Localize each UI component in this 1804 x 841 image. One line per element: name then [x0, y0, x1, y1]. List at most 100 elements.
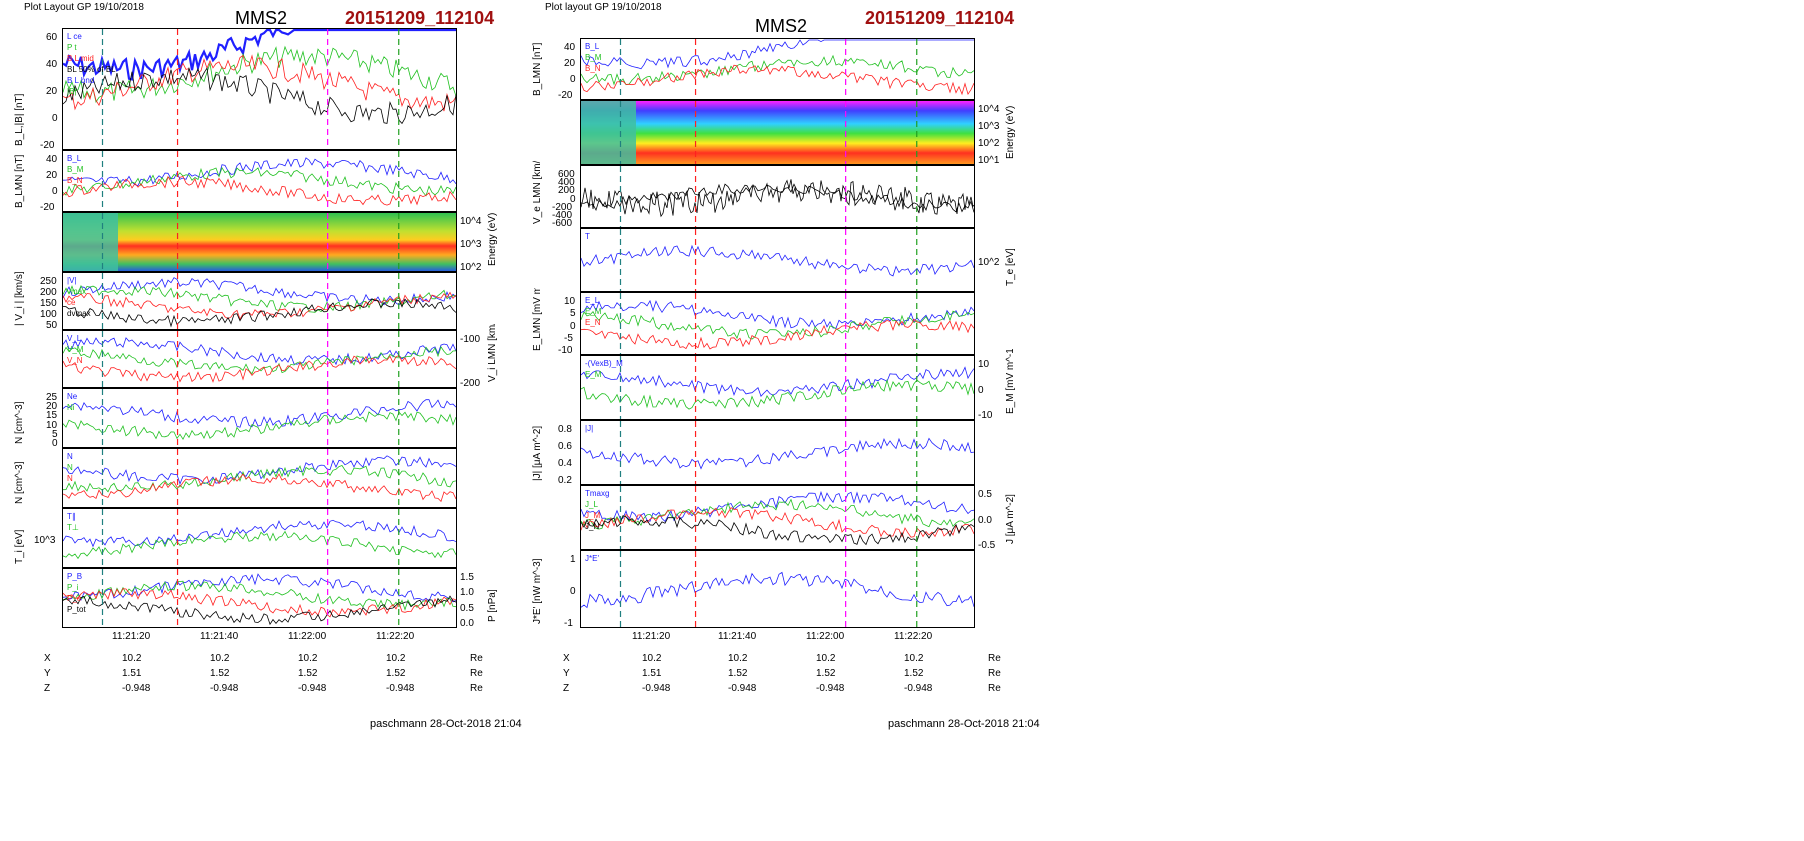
coord-label: Z [44, 683, 51, 694]
coord-value: -0.948 [728, 683, 757, 694]
left-panel-1: L ce P t B L mid BL 50% of BL B L bnd |B| [62, 28, 457, 150]
xtick-label: 11:22:20 [376, 631, 415, 642]
left-panel-6-ytick: 20 [46, 401, 58, 413]
right-footer: paschmann 28-Oct-2018 21:04 [888, 718, 1040, 730]
left-panel-9-ytick: 0.0 [460, 618, 474, 629]
left-panel-5-series-1 [63, 337, 456, 366]
right-panel-9-ytick: 1 [570, 554, 576, 565]
coord-label: X [563, 653, 570, 664]
left-panel-5-ytick: -100 [460, 334, 481, 345]
left-panel-2-ylabel: B_LMN [nT] [14, 154, 25, 208]
right-panel-1-ytick: 20 [564, 58, 576, 69]
coord-value: 10.2 [386, 653, 406, 664]
left-panel-5-ylabel: V_i LMN [km/s] [487, 324, 498, 382]
right-panel-9-ytick: -1 [564, 618, 573, 629]
right-panel-2-ytick: 10^3 [978, 121, 1000, 132]
right-panel-1-series-2 [581, 54, 974, 86]
xtick-label: 11:22:00 [806, 631, 845, 642]
xtick-label: 11:21:40 [718, 631, 757, 642]
legend-entry: T [585, 232, 590, 241]
legend-entry: V_N [67, 356, 83, 365]
coord-unit: Re [988, 653, 1001, 664]
coord-value: 10.2 [904, 653, 924, 664]
legend-entry: L ce [67, 32, 82, 41]
left-panel-9-ytick: 1.0 [460, 587, 474, 599]
right-panel-2-ylabel: Energy (eV) [1005, 105, 1016, 159]
right-panel-5-ylabel: E_LMN [mV m^-1] [532, 288, 543, 351]
right-panel-7-ylabel: |J| [μA m^-2] [532, 425, 543, 481]
right-panel-7-ytick: 0.4 [558, 458, 572, 469]
coord-unit: Re [470, 653, 483, 664]
left-panel-5-series-3 [63, 354, 456, 383]
right-panel-8-ytick: -0.5 [978, 540, 996, 551]
right-panel-1-ytick: 0 [570, 74, 576, 85]
right-panel-8-ytick: 0.5 [978, 489, 992, 500]
xtick-label: 11:21:20 [112, 631, 151, 642]
left-panel-9-plot [63, 569, 456, 627]
legend-entry: E_M [585, 307, 602, 316]
coord-value: -0.948 [904, 683, 933, 694]
left-panel-6-series-2 [63, 411, 456, 441]
right-panel-8-series-1 [581, 490, 974, 523]
right-panel-3-ytick: 400 [558, 177, 575, 189]
legend-entry: |V| [67, 276, 77, 285]
right-panel-9-plot [581, 551, 974, 627]
right-panel-3-ytick: 600 [558, 169, 575, 180]
legend-entry: B_N [585, 64, 601, 73]
right-panel-6-ytick: -10 [978, 410, 993, 421]
coord-value: 1.52 [904, 668, 924, 679]
coord-value: 10.2 [298, 653, 318, 664]
right-panel-7-plot [581, 421, 974, 484]
coord-value: 10.2 [122, 653, 142, 664]
legend-entry: Ne [67, 392, 78, 401]
right-panel-8-series-3 [581, 507, 974, 538]
coord-value: 1.51 [122, 668, 142, 679]
legend-entry: N [67, 474, 73, 483]
left-panel-6-ylabel: N [cm^-3] [14, 401, 25, 444]
left-panel-3-plot [63, 213, 456, 271]
right-panel-4: T [580, 228, 975, 292]
left-panel-2-ytick: 40 [46, 154, 58, 165]
left-panel-4-plot [63, 273, 456, 329]
left-spectrogram [63, 213, 456, 271]
legend-entry: ce [67, 298, 76, 307]
right-panel-9: J*E' [580, 550, 975, 628]
right-run-id: 20151209_112104 [865, 8, 1015, 28]
left-panel-8: T∥ T⊥ [62, 508, 457, 568]
right-panel-3 [580, 165, 975, 228]
legend-entry: E_N [585, 318, 601, 327]
left-panel-2-ytick: 20 [46, 170, 58, 181]
right-panel-3-series-1 [581, 179, 974, 218]
left-panel-8-legend: T∥ T⊥ [67, 511, 79, 533]
legend-entry: P_e [67, 594, 82, 603]
right-panel-4-ytick: 10^2 [978, 257, 1000, 268]
left-panel-2-series-2 [63, 166, 456, 197]
left-panel-2-series-1 [63, 157, 456, 187]
right-panel-3-ytick: 200 [558, 185, 575, 197]
right-panel-8-plot [581, 486, 974, 549]
right-panel-7-legend: |J| [585, 423, 593, 434]
legend-entry: B_M [585, 53, 602, 62]
left-panel-4-series-2 [63, 284, 456, 313]
right-panel-9-ytick: 0 [570, 586, 576, 597]
left-panel-1-series-1 [63, 29, 456, 81]
right-panel-3-ytick: 0 [570, 193, 576, 205]
right-panel-1-ytick: 40 [564, 42, 576, 53]
left-panel-6-ytick: 0 [52, 438, 58, 449]
coord-value: 10.2 [210, 653, 230, 664]
left-panel-2-ytick: -20 [40, 202, 55, 213]
left-panel-4-ytick: 250 [40, 276, 57, 287]
legend-entry: T∥ [67, 512, 76, 521]
left-panel-6-legend: Ne Ni [67, 391, 77, 413]
left-panel-2-series-3 [63, 175, 456, 206]
right-panel-9-legend: J*E' [585, 553, 599, 564]
coord-unit: Re [470, 683, 483, 694]
left-panel-9-ylabel: P [nPa] [487, 589, 498, 622]
left-panel-8-plot [63, 509, 456, 567]
legend-entry: E_L [585, 296, 600, 305]
left-panel-1-series-2 [63, 45, 456, 104]
legend-entry: B_L [585, 42, 600, 51]
left-title: MMS2 [235, 8, 288, 28]
right-panel-4-legend: T [585, 231, 590, 242]
left-panel-1-ylabel: B_L,|B| [nT] [14, 93, 25, 146]
